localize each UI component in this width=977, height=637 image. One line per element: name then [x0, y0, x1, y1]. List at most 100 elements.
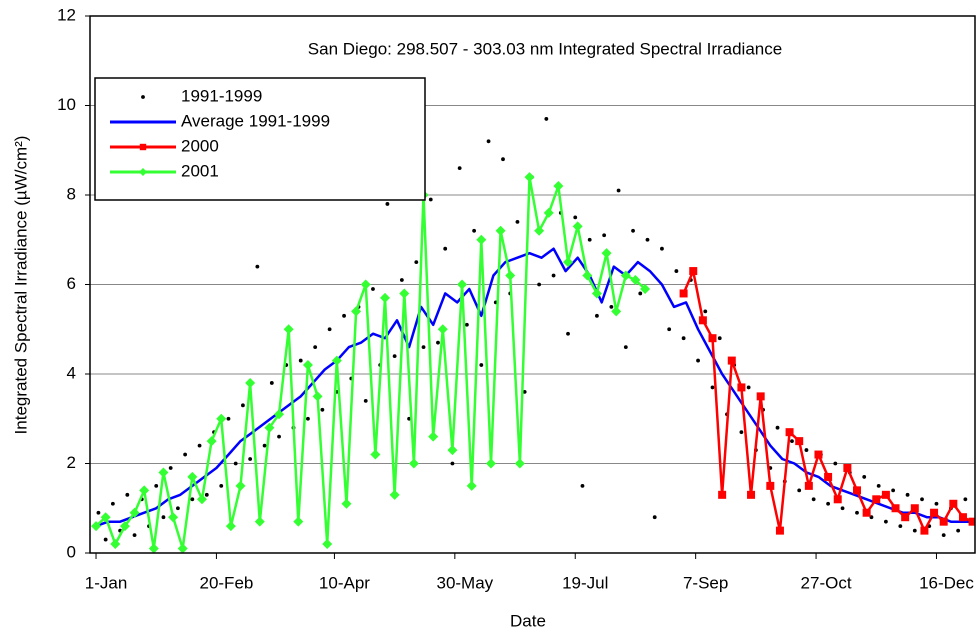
point: [934, 501, 939, 506]
plot-area: [91, 117, 975, 553]
point: [380, 292, 390, 303]
point: [601, 248, 612, 259]
point: [313, 345, 318, 350]
point: [623, 345, 628, 350]
point: [640, 283, 651, 294]
point: [139, 485, 150, 496]
point: [161, 515, 166, 520]
point: [262, 443, 267, 448]
point: [811, 497, 816, 502]
point: [756, 392, 765, 401]
x-tick-label: 7-Sep: [683, 573, 728, 592]
point: [949, 499, 958, 508]
point: [739, 430, 744, 435]
point: [447, 445, 458, 456]
point: [139, 143, 147, 151]
point: [175, 506, 180, 511]
series-line: [95, 175, 646, 550]
point: [283, 324, 294, 335]
point: [269, 381, 274, 385]
point: [883, 519, 888, 524]
point: [139, 168, 147, 176]
point: [264, 422, 275, 433]
point: [119, 521, 130, 532]
legend-label: Average 1991-1999: [181, 111, 330, 130]
point: [302, 360, 313, 371]
point: [727, 356, 736, 365]
point: [795, 437, 804, 446]
point: [881, 490, 890, 499]
point: [277, 434, 281, 439]
point: [591, 288, 602, 299]
point: [941, 533, 946, 537]
y-tick-label: 4: [67, 363, 76, 382]
point: [341, 498, 352, 509]
point: [645, 237, 650, 242]
point: [226, 416, 231, 421]
point: [196, 494, 207, 505]
point: [958, 513, 967, 522]
point: [148, 543, 159, 553]
point: [464, 322, 469, 327]
point: [485, 458, 496, 469]
point: [630, 275, 641, 286]
point: [514, 458, 525, 469]
point: [804, 448, 809, 452]
point: [862, 508, 871, 517]
point: [129, 507, 140, 518]
point: [225, 521, 236, 532]
point: [616, 188, 621, 193]
series-line: [95, 247, 973, 528]
point: [572, 221, 583, 232]
point: [414, 260, 419, 265]
x-tick-label: 16-Dec: [919, 573, 974, 592]
point: [905, 492, 910, 497]
point: [667, 327, 672, 332]
point: [587, 237, 592, 242]
point: [154, 483, 159, 488]
point: [566, 331, 570, 336]
point: [785, 428, 794, 437]
point: [351, 306, 362, 317]
point: [537, 282, 542, 287]
x-tick-label: 1-Jan: [85, 573, 128, 592]
point: [840, 506, 845, 511]
point: [631, 228, 635, 233]
point: [443, 246, 448, 251]
point: [428, 197, 433, 202]
point: [322, 539, 333, 550]
point: [408, 458, 419, 469]
point: [197, 443, 202, 448]
point: [168, 466, 173, 470]
point: [187, 471, 198, 482]
point: [891, 488, 896, 493]
y-tick-label: 8: [67, 184, 76, 203]
point: [679, 289, 688, 298]
point: [717, 336, 722, 341]
point: [611, 306, 622, 317]
point: [399, 278, 404, 282]
point: [306, 416, 310, 421]
point: [814, 450, 823, 459]
legend: 1991-1999 Average 1991-1999 2000 2001: [94, 77, 426, 201]
point: [457, 279, 468, 290]
point: [320, 407, 325, 412]
point: [371, 287, 375, 291]
point: [206, 436, 217, 447]
point: [255, 264, 260, 269]
point: [293, 516, 304, 527]
point: [363, 398, 368, 403]
x-tick-label: 10-Apr: [319, 573, 370, 592]
point: [898, 524, 903, 529]
point: [956, 528, 961, 533]
point: [110, 501, 115, 506]
point: [437, 324, 448, 335]
point: [298, 358, 303, 363]
y-axis-label: Integrated Spectral Irradiance (µW/cm²): [11, 136, 30, 435]
point: [876, 483, 881, 488]
point: [125, 492, 130, 497]
point: [421, 345, 426, 350]
point: [553, 181, 564, 192]
x-axis-label: Date: [510, 611, 546, 630]
